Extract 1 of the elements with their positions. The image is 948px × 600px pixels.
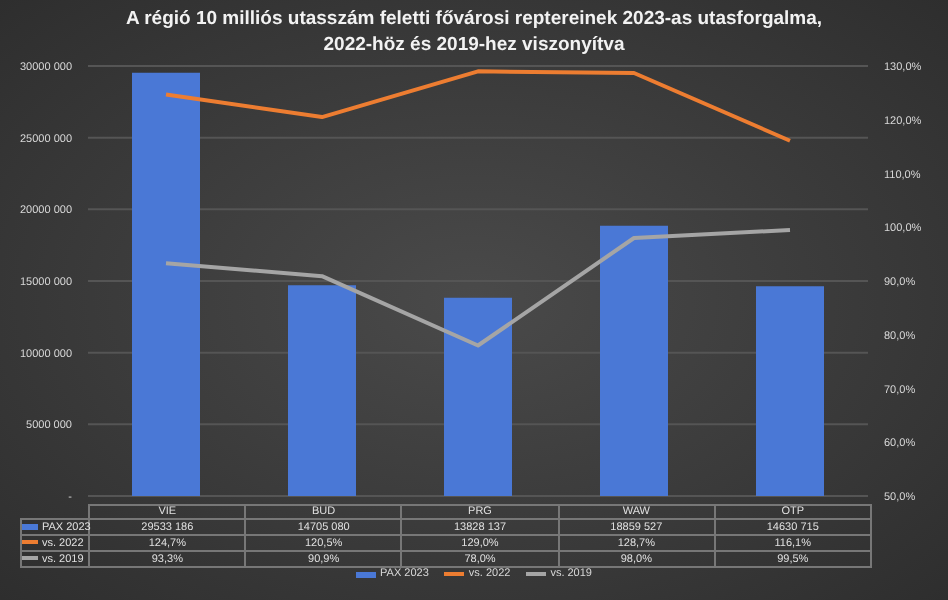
chart-title: A régió 10 milliós utasszám feletti fővárosi reptereinek 2023-as utasforgalma, 2022-höz és 2019-hez viszonyítva [123,6,825,58]
